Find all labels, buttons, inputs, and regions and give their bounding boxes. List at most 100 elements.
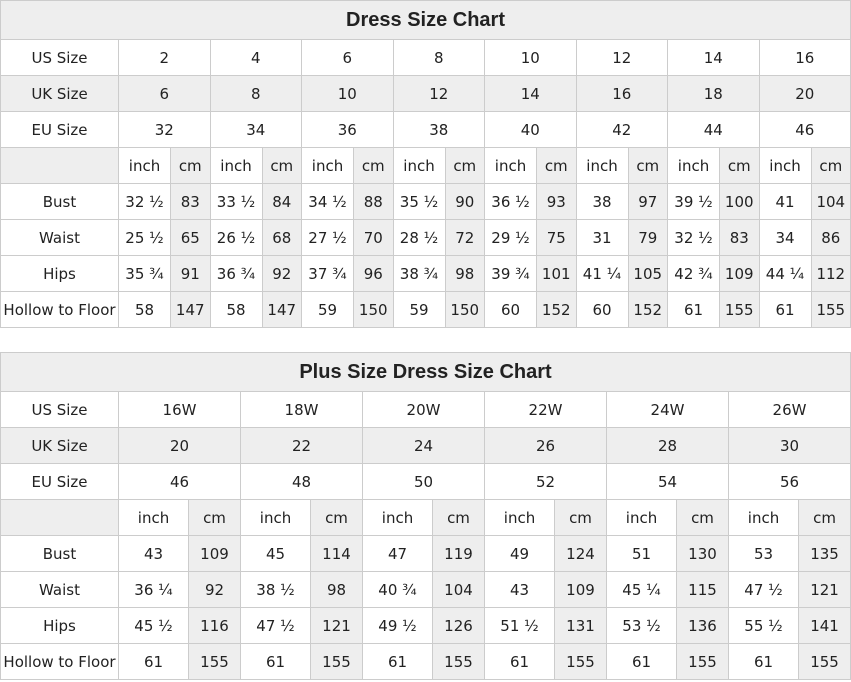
cell: 26 ½ <box>209 219 263 256</box>
cell: inch <box>209 147 263 184</box>
row-label: Waist <box>0 571 119 608</box>
cell: 61 <box>484 643 555 680</box>
cell: 6 <box>301 39 394 76</box>
cell: 61 <box>362 643 433 680</box>
cell: 25 ½ <box>118 219 171 256</box>
cell: cm <box>554 499 607 536</box>
cell: 104 <box>432 571 485 608</box>
cell: 88 <box>353 183 394 220</box>
table-row: EU Size 32 34 36 38 40 42 44 46 <box>0 111 851 148</box>
cell: 24W <box>606 391 729 428</box>
cell: 56 <box>727 463 851 500</box>
row-label: Bust <box>0 535 119 572</box>
cell: 70 <box>353 219 394 256</box>
cell: 61 <box>118 643 189 680</box>
cell: inch <box>728 499 799 536</box>
cell: 53 <box>728 535 799 572</box>
cell: 16 <box>758 39 851 76</box>
cell: inch <box>362 499 433 536</box>
cell: 61 <box>667 291 720 328</box>
table-title: Dress Size Chart <box>0 0 851 40</box>
cell: 150 <box>444 291 485 328</box>
table-title: Plus Size Dress Size Chart <box>0 352 851 392</box>
cell: 51 <box>606 535 677 572</box>
cell: 55 ½ <box>728 607 799 644</box>
cell: cm <box>536 147 577 184</box>
cell: 51 ½ <box>484 607 555 644</box>
cell: 47 ½ <box>728 571 799 608</box>
row-label <box>0 147 119 184</box>
table-row: Hollow to Floor 61 155 61 155 61 155 61 155 61 155… <box>0 643 851 680</box>
cell: cm <box>676 499 729 536</box>
cell: 22W <box>484 391 607 428</box>
row-label: UK Size <box>0 427 119 464</box>
cell: inch <box>392 147 446 184</box>
cell: cm <box>170 147 211 184</box>
row-label: US Size <box>0 391 119 428</box>
cell: 34 <box>758 219 812 256</box>
cell: 50 <box>362 463 485 500</box>
cell: 105 <box>627 255 668 292</box>
cell: 30 <box>727 427 851 464</box>
cell: 83 <box>170 183 211 220</box>
row-label: Waist <box>0 219 119 256</box>
cell: 38 ½ <box>240 571 311 608</box>
cell: 79 <box>627 219 668 256</box>
cell: 10 <box>301 75 394 112</box>
cell: 152 <box>536 291 577 328</box>
cell: 136 <box>676 607 729 644</box>
cell: cm <box>444 147 485 184</box>
cell: 60 <box>575 291 629 328</box>
cell: cm <box>810 147 851 184</box>
cell: 16 <box>575 75 668 112</box>
cell: 155 <box>554 643 607 680</box>
cell: 46 <box>118 463 241 500</box>
cell: 75 <box>536 219 577 256</box>
cell: 61 <box>240 643 311 680</box>
cell: 115 <box>676 571 729 608</box>
cell: 141 <box>797 607 851 644</box>
cell: inch <box>575 147 629 184</box>
cell: 114 <box>310 535 363 572</box>
cell: inch <box>484 147 537 184</box>
cell: 91 <box>170 255 211 292</box>
cell: 4 <box>209 39 302 76</box>
cell: 43 <box>118 535 189 572</box>
cell: 34 <box>209 111 302 148</box>
cell: cm <box>310 499 363 536</box>
cell: 121 <box>310 607 363 644</box>
cell: 109 <box>719 255 760 292</box>
cell: 68 <box>261 219 302 256</box>
cell: 52 <box>484 463 607 500</box>
cell: 49 <box>484 535 555 572</box>
row-label: Hips <box>0 255 119 292</box>
row-label: EU Size <box>0 463 119 500</box>
cell: 39 ½ <box>667 183 720 220</box>
cell: 16W <box>118 391 241 428</box>
cell: 72 <box>444 219 485 256</box>
cell: inch <box>118 147 171 184</box>
cell: 36 ¼ <box>118 571 189 608</box>
cell: 20 <box>118 427 241 464</box>
cell: 39 ¾ <box>484 255 537 292</box>
cell: 59 <box>392 291 446 328</box>
table-row: Bust 43 109 45 114 47 119 49 124 51 130 53 135 <box>0 535 851 572</box>
cell: 46 <box>758 111 851 148</box>
cell: 53 ½ <box>606 607 677 644</box>
cell: 12 <box>392 75 485 112</box>
cell: 37 ¾ <box>301 255 354 292</box>
cell: 41 <box>758 183 812 220</box>
cell: 121 <box>797 571 851 608</box>
cell: 10 <box>484 39 577 76</box>
cell: 29 ½ <box>484 219 537 256</box>
cell: 49 ½ <box>362 607 433 644</box>
cell: 54 <box>606 463 729 500</box>
cell: 36 ½ <box>484 183 537 220</box>
cell: 44 <box>667 111 760 148</box>
cell: cm <box>627 147 668 184</box>
cell: 14 <box>667 39 760 76</box>
table-row: Bust 32 ½ 83 33 ½ 84 34 ½ 88 35 ½ 90 36 ½ 93 38 97 39… <box>0 183 851 220</box>
title-row: Plus Size Dress Size Chart <box>0 352 851 392</box>
cell: 155 <box>797 643 851 680</box>
